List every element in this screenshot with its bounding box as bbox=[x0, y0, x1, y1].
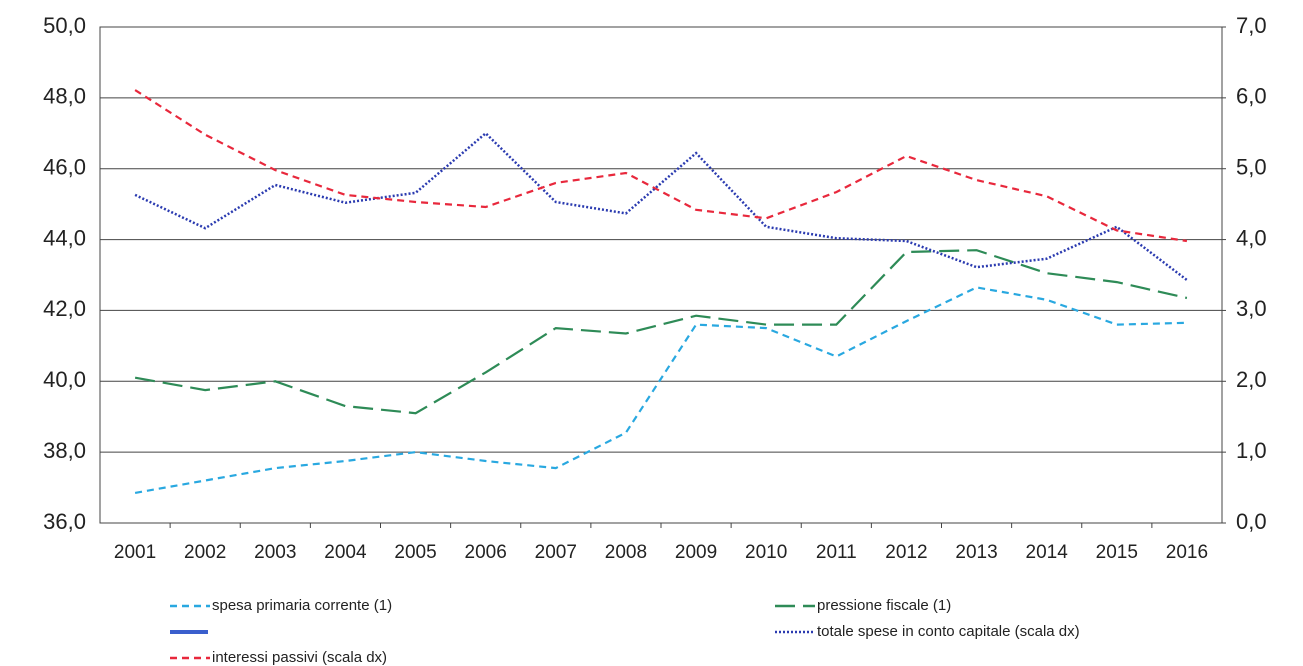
x-tick-label: 2015 bbox=[1096, 542, 1138, 563]
x-tick-label: 2001 bbox=[114, 542, 156, 563]
legend-label: pressione fiscale (1) bbox=[817, 597, 951, 614]
series-line bbox=[134, 131, 1188, 281]
x-tick-label: 2014 bbox=[1026, 542, 1069, 563]
series-line bbox=[134, 286, 1187, 494]
x-tick-label: 2004 bbox=[324, 542, 367, 563]
x-tick-label: 2012 bbox=[885, 542, 927, 563]
y-tick-label: 42,0 bbox=[43, 296, 86, 321]
x-tick-label: 2008 bbox=[605, 542, 647, 563]
y-tick-label: 50,0 bbox=[43, 13, 86, 38]
y-tick-label: 40,0 bbox=[43, 367, 86, 392]
x-tick-label: 2005 bbox=[394, 542, 436, 563]
legend-label: totale spese in conto capitale (scala dx… bbox=[817, 623, 1080, 640]
y2-tick-label: 6,0 bbox=[1236, 84, 1267, 109]
x-tick-label: 2009 bbox=[675, 542, 717, 563]
y2-tick-label: 7,0 bbox=[1236, 13, 1267, 38]
x-tick-label: 2002 bbox=[184, 542, 226, 563]
legend-label: spesa primaria corrente (1) bbox=[212, 597, 392, 614]
x-tick-label: 2016 bbox=[1166, 542, 1208, 563]
series-line bbox=[134, 89, 1188, 243]
y-tick-label: 36,0 bbox=[43, 509, 86, 534]
x-tick-label: 2013 bbox=[955, 542, 997, 563]
x-tick-label: 2007 bbox=[535, 542, 577, 563]
y2-tick-label: 5,0 bbox=[1236, 155, 1267, 180]
x-tick-label: 2011 bbox=[816, 542, 857, 563]
series-line bbox=[134, 249, 1188, 415]
y-tick-label: 38,0 bbox=[43, 438, 86, 463]
x-tick-label: 2006 bbox=[465, 542, 507, 563]
y2-tick-label: 1,0 bbox=[1236, 438, 1267, 463]
y2-tick-label: 0,0 bbox=[1236, 509, 1267, 534]
y2-tick-label: 3,0 bbox=[1236, 296, 1267, 321]
x-tick-label: 2010 bbox=[745, 542, 787, 563]
y-tick-label: 46,0 bbox=[43, 155, 86, 180]
y-tick-label: 48,0 bbox=[43, 84, 86, 109]
y-tick-label: 44,0 bbox=[43, 225, 86, 250]
legend-label: interessi passivi (scala dx) bbox=[212, 649, 387, 666]
x-tick-label: 2003 bbox=[254, 542, 296, 563]
y2-tick-label: 4,0 bbox=[1236, 225, 1267, 250]
y2-tick-label: 2,0 bbox=[1236, 367, 1267, 392]
